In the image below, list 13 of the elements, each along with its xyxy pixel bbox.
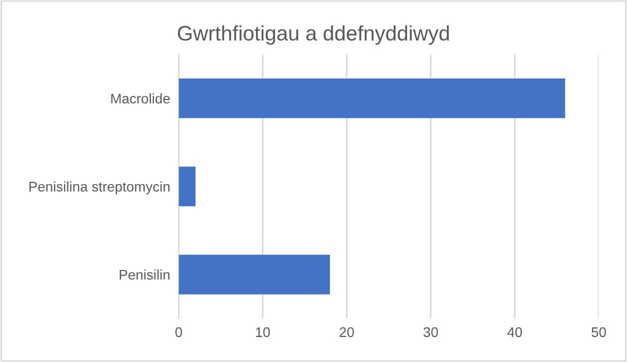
x-tick-label: 50: [592, 327, 606, 338]
x-tick-label: 40: [507, 327, 522, 338]
y-tick-label: Macrolide: [111, 93, 170, 104]
x-tick-label: 10: [256, 327, 270, 338]
x-tick-label: 20: [340, 327, 354, 338]
bar: [178, 166, 196, 206]
chart-title: Gwrthfiotigau a ddefnyddiwyd: [178, 25, 449, 45]
x-tick-label: 30: [424, 327, 438, 338]
bar: [178, 78, 566, 118]
x-tick-label: 0: [175, 327, 182, 338]
y-tick-label: Penisilina streptomycin: [29, 181, 170, 194]
bar: [178, 254, 330, 294]
y-tick-label: Penisilin: [120, 269, 170, 280]
